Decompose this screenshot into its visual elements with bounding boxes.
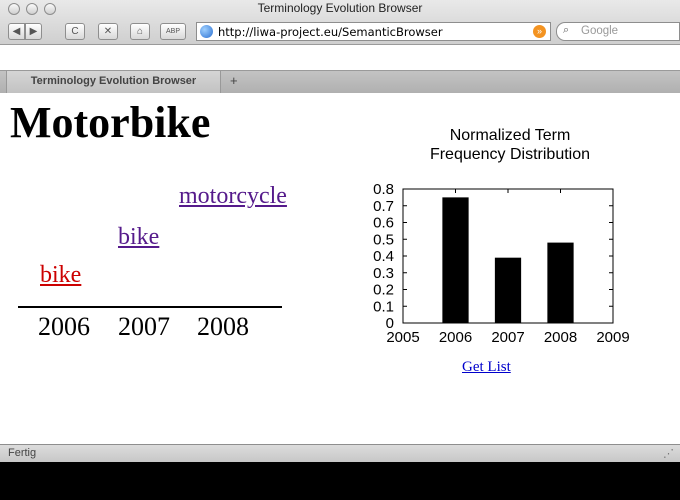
reload-button[interactable]: C [65,23,85,40]
url-text: http://liwa-project.eu/SemanticBrowser [218,25,443,39]
chart-title: Frequency Distribution [430,146,590,163]
x-tick-label: 2009 [596,329,629,346]
zoom-window-button[interactable] [44,3,56,15]
timeline-year: 2006 [38,312,90,341]
chart-title: Normalized Term [450,127,571,144]
title-bar: Terminology Evolution Browser ◀ ▶ C ✕ ⌂ … [0,0,680,45]
y-tick-label: 0.6 [373,215,394,232]
home-icon: ⌂ [136,26,144,37]
back-button[interactable]: ◀ [8,23,25,40]
timeline-year: 2007 [118,312,170,341]
back-icon: ◀ [12,26,21,37]
x-tick-label: 2008 [544,329,577,346]
globe-icon [200,25,213,38]
status-bar: Fertig ⋰ [0,444,680,462]
stop-button[interactable]: ✕ [98,23,118,40]
resize-grip-icon[interactable]: ⋰ [663,448,674,460]
chart-bar [442,197,469,323]
x-tick-label: 2007 [491,329,524,346]
evolution-term-2008[interactable]: motorcycle [179,183,287,209]
search-placeholder: Google [581,25,619,37]
y-tick-label: 0.5 [373,231,394,248]
new-tab-button[interactable]: + [230,73,238,88]
y-tick-label: 0 [386,315,394,332]
y-tick-label: 0.2 [373,282,394,299]
tab-bar: Terminology Evolution Browser + [0,70,680,94]
y-tick-label: 0.3 [373,265,394,282]
minimize-window-button[interactable] [26,3,38,15]
reload-icon: C [71,26,79,37]
browser-window: Terminology Evolution Browser ◀ ▶ C ✕ ⌂ … [0,0,680,462]
search-input[interactable]: ⌕ Google [556,22,680,41]
get-list-link[interactable]: Get List [462,359,511,375]
y-tick-label: 0.8 [373,181,394,198]
rss-icon[interactable]: » [533,25,546,38]
chart-bar [547,242,574,323]
window-title: Terminology Evolution Browser [257,1,423,15]
forward-icon: ▶ [29,26,38,37]
evolution-term-2007[interactable]: bike [118,224,160,250]
term-title: Motorbike [10,98,211,147]
y-tick-label: 0.1 [373,298,394,315]
search-icon: ⌕ [563,24,570,36]
close-window-button[interactable] [8,3,20,15]
address-bar[interactable]: http://liwa-project.eu/SemanticBrowser » [196,22,551,41]
x-tick-label: 2005 [386,329,419,346]
forward-button[interactable]: ▶ [25,23,42,40]
stop-icon: ✕ [103,26,113,37]
home-button[interactable]: ⌂ [130,23,150,40]
tab-label: Terminology Evolution Browser [30,75,197,87]
page-content: Motorbike motorcycle bike bike 2006 2007… [0,93,680,444]
timeline-year: 2008 [197,312,249,341]
tab-terminology-evolution-browser[interactable]: Terminology Evolution Browser [6,71,221,93]
adblock-icon: ABP [165,28,180,35]
y-tick-label: 0.7 [373,198,394,215]
y-tick-label: 0.4 [373,248,394,265]
timeline-axis [18,306,282,308]
chart-bar [494,257,522,323]
status-text: Fertig [8,447,37,459]
x-tick-label: 2006 [439,329,472,346]
evolution-term-2006[interactable]: bike [40,262,82,288]
adblock-button[interactable]: ABP [160,23,186,40]
